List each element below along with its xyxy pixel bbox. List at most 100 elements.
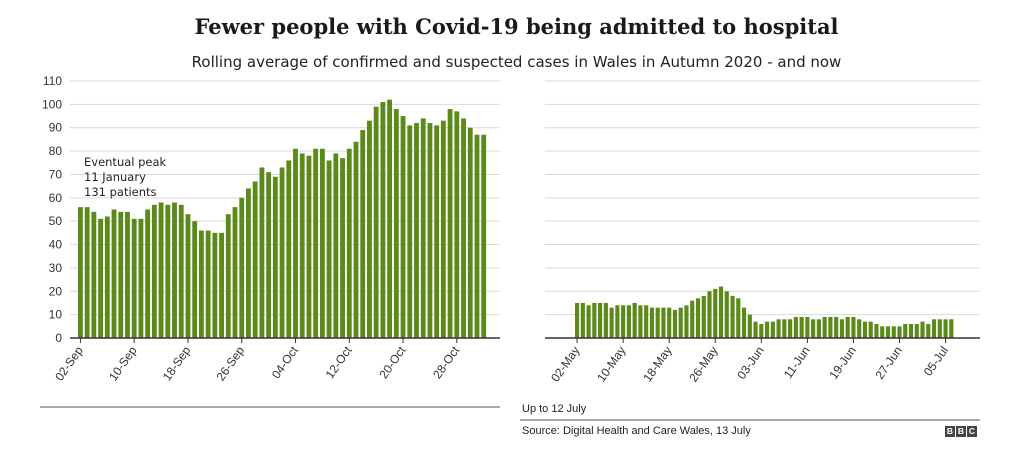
y-tick-label: 40 — [49, 238, 63, 252]
bar — [259, 167, 265, 338]
bbc-logo-letter: B — [945, 426, 955, 437]
x-tick-label: 18-May — [640, 344, 674, 385]
bbc-logo: B B C — [945, 426, 977, 437]
bar — [246, 188, 251, 338]
bar — [367, 120, 372, 338]
x-tick-label: 10-May — [594, 344, 628, 385]
bar — [407, 125, 413, 338]
bar — [598, 302, 603, 338]
bar — [747, 314, 752, 338]
bar — [319, 148, 325, 338]
bar — [718, 286, 724, 338]
bar — [678, 307, 683, 338]
bar — [609, 307, 614, 338]
x-tick-label: 26-Sep — [214, 343, 248, 383]
y-tick-label: 20 — [49, 284, 63, 298]
bar — [759, 323, 764, 338]
bar — [239, 197, 245, 338]
bar — [91, 211, 97, 338]
x-tick-label: 12-Oct — [323, 343, 356, 381]
bar — [776, 319, 781, 338]
bar — [420, 118, 426, 338]
bar — [138, 218, 144, 338]
bar — [387, 99, 393, 338]
y-tick-label: 0 — [55, 331, 62, 345]
bar — [212, 232, 218, 338]
bar — [667, 307, 672, 338]
bar — [730, 295, 735, 338]
bar — [695, 298, 701, 338]
bar — [862, 321, 868, 338]
bar — [225, 214, 231, 338]
bar — [380, 102, 386, 338]
bar — [313, 148, 319, 338]
y-tick-label: 50 — [49, 214, 63, 228]
bar — [885, 326, 891, 338]
x-tick-label: 26-May — [686, 344, 720, 385]
bar — [333, 153, 339, 338]
bar — [788, 319, 793, 338]
bar — [414, 123, 419, 338]
bar — [481, 134, 487, 338]
chart-title: Fewer people with Covid-19 being admitte… — [194, 14, 839, 39]
bar — [393, 109, 399, 338]
bar — [707, 291, 712, 338]
bar — [131, 218, 137, 338]
bar — [158, 202, 164, 338]
bar — [192, 221, 198, 338]
bar — [440, 120, 446, 338]
bar — [454, 111, 460, 339]
bar — [434, 125, 440, 338]
source-note: Source: Digital Health and Care Wales, 1… — [522, 425, 751, 437]
bar — [306, 155, 312, 338]
x-tick-label: 27-Jun — [872, 344, 905, 382]
bar — [474, 134, 480, 338]
bar — [84, 207, 90, 338]
bar — [851, 316, 856, 338]
y-tick-label: 100 — [42, 97, 62, 111]
bar — [360, 130, 366, 338]
x-tick-label: 04-Oct — [269, 343, 302, 381]
bar — [920, 321, 925, 338]
bar — [626, 305, 631, 338]
bar — [672, 309, 678, 338]
bar — [799, 316, 804, 338]
bar — [857, 319, 862, 338]
bar — [592, 302, 597, 338]
bar — [736, 298, 741, 338]
bar — [943, 319, 948, 338]
bar — [874, 323, 879, 338]
bar — [615, 305, 620, 338]
bar — [845, 316, 850, 338]
x-tick-label: 10-Sep — [106, 343, 140, 383]
bar — [655, 307, 660, 338]
bar — [753, 321, 758, 338]
bar — [279, 167, 285, 338]
bar — [346, 148, 352, 338]
x-tick-label: 20-Oct — [376, 343, 409, 381]
bar — [701, 295, 706, 338]
bar — [903, 323, 908, 338]
bar — [782, 319, 787, 338]
x-tick-label: 02-Sep — [52, 343, 86, 383]
bar — [340, 158, 345, 338]
bar — [125, 211, 130, 338]
bar — [632, 302, 637, 338]
x-tick-label: 03-Jun — [734, 344, 767, 382]
bar — [219, 232, 224, 338]
bar — [272, 176, 278, 338]
bar — [286, 160, 292, 338]
bar — [661, 307, 666, 338]
bar — [914, 323, 919, 338]
y-tick-label: 30 — [49, 261, 63, 275]
bar — [205, 230, 211, 338]
bar — [373, 106, 379, 338]
bar — [232, 207, 238, 338]
peak-annotation-line: Eventual peak — [84, 155, 167, 169]
x-tick-label: 18-Sep — [160, 343, 194, 383]
bar — [198, 230, 204, 338]
bar — [839, 319, 844, 338]
bar — [447, 109, 453, 338]
bar — [575, 302, 580, 338]
